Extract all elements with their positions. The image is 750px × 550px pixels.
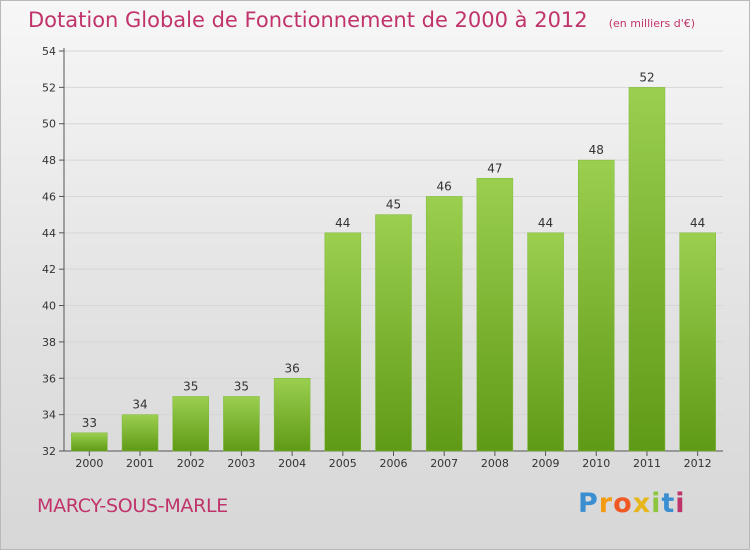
proxiti-logo: Proxiti	[578, 488, 686, 519]
y-tick-label: 54	[42, 45, 56, 58]
bar	[628, 87, 666, 452]
logo-letter: x	[632, 488, 652, 519]
x-tick-label: 2005	[329, 457, 357, 470]
y-tick-label: 50	[42, 118, 56, 131]
logo-letter: r	[598, 488, 614, 519]
logo-letter: i	[651, 488, 662, 519]
bar	[679, 232, 716, 452]
bar	[121, 414, 159, 452]
logo-letter: i	[675, 488, 686, 519]
bars	[71, 87, 716, 452]
bar-value-label: 47	[487, 161, 502, 175]
bar	[273, 378, 311, 452]
bar-value-label: 45	[386, 198, 401, 212]
logo-letter: o	[613, 488, 633, 519]
bar-value-label: 44	[335, 216, 350, 230]
bar-value-label: 46	[437, 179, 452, 193]
bar-value-label: 44	[538, 216, 553, 230]
bar-value-label: 35	[234, 379, 249, 393]
title-row: Dotation Globale de Fonctionnement de 20…	[28, 8, 695, 32]
bar-value-label: 33	[82, 416, 97, 430]
data-labels: 33 34 35 35 36 44 45 46 47 44 48 52 44	[82, 70, 706, 429]
x-tick-label: 2003	[227, 457, 255, 470]
logo-letter: P	[578, 488, 599, 519]
y-tick-label: 48	[42, 154, 56, 167]
bar-value-label: 48	[589, 143, 604, 157]
bar	[71, 432, 108, 452]
bar	[172, 396, 209, 452]
bar	[578, 159, 615, 452]
commune-name: MARCY-SOUS-MARLE	[37, 495, 229, 517]
bar	[324, 232, 362, 452]
x-tick-label: 2002	[177, 457, 205, 470]
bar	[527, 232, 564, 452]
bar-value-label: 44	[690, 216, 705, 230]
logo-letter: t	[661, 488, 676, 519]
x-tick-label: 2006	[380, 457, 408, 470]
y-tick-label: 32	[42, 445, 56, 458]
x-tick-label: 2004	[278, 457, 306, 470]
bar	[476, 178, 514, 452]
bar	[223, 396, 260, 452]
bar-value-label: 34	[132, 398, 147, 412]
bar-value-label: 35	[183, 379, 198, 393]
y-tick-label: 52	[42, 81, 56, 94]
x-tick-label: 2010	[582, 457, 610, 470]
x-tick-label: 2000	[75, 457, 103, 470]
y-tick-label: 42	[42, 263, 56, 276]
y-tick-label: 34	[42, 409, 56, 422]
x-tick-label: 2009	[532, 457, 560, 470]
x-tick-label: 2001	[126, 457, 154, 470]
x-tick-label: 2007	[430, 457, 458, 470]
x-tick-label: 2012	[684, 457, 712, 470]
y-tick-label: 38	[42, 336, 56, 349]
x-tick-label: 2011	[633, 457, 661, 470]
chart-subtitle: (en milliers d'€)	[608, 17, 696, 30]
y-tick-label: 36	[42, 372, 56, 385]
bar	[375, 214, 412, 452]
bar	[425, 196, 463, 452]
bar-value-label: 52	[639, 70, 654, 84]
x-tick-label: 2008	[481, 457, 509, 470]
chart-title: Dotation Globale de Fonctionnement de 20…	[28, 8, 588, 32]
y-tick-label: 46	[42, 190, 56, 203]
bar-value-label: 36	[284, 361, 299, 375]
y-tick-label: 40	[42, 300, 56, 313]
y-tick-label: 44	[42, 227, 56, 240]
